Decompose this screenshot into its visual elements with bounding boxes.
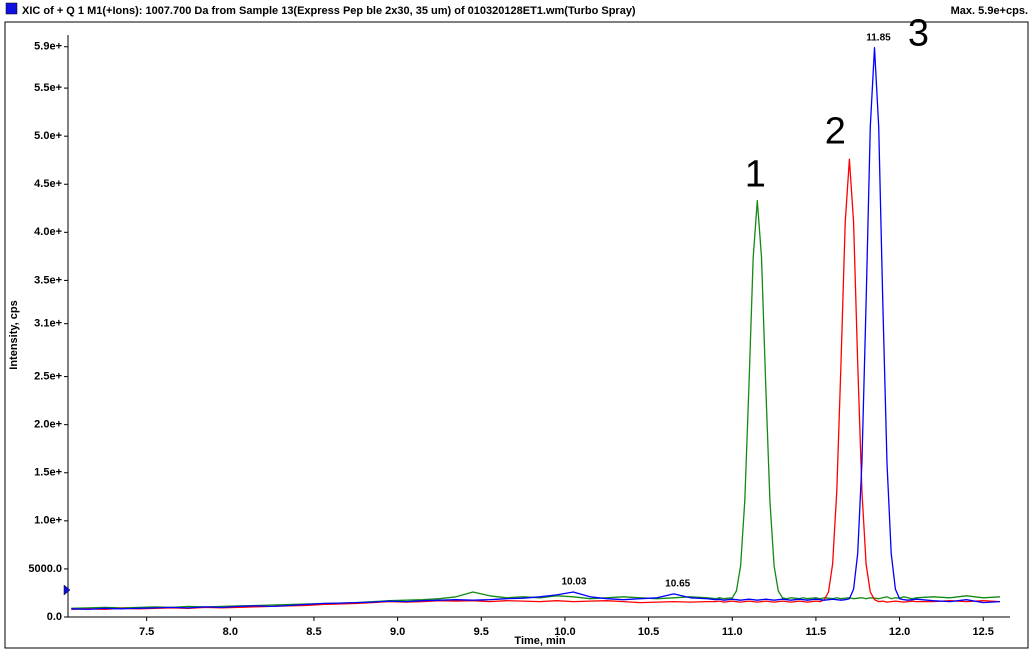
y-tick-label: 5000.0: [28, 563, 62, 575]
y-tick-label: 2.5e+: [34, 370, 62, 382]
peak-label: 11.85: [866, 32, 891, 43]
peak-number: 1: [745, 154, 766, 196]
peak-label: 10.65: [665, 579, 690, 590]
peak-number: 3: [908, 13, 929, 55]
series-line: [71, 199, 1001, 609]
y-tick-label: 1.5e+: [34, 467, 62, 479]
x-tick-label: 12.0: [889, 626, 910, 638]
x-tick-label: 7.5: [139, 626, 154, 638]
y-tick-label: 5.0e+: [34, 130, 62, 142]
chart-frame: [4, 21, 1029, 649]
y-tick-label: 3.1e+: [34, 318, 62, 330]
chart-title: XIC of + Q 1 M1(+Ions): 1007.700 Da from…: [22, 5, 636, 17]
x-axis-label: Time, min: [514, 635, 565, 647]
peak-label: 10.03: [561, 577, 586, 588]
y-axis-label: Intensity, cps: [8, 300, 20, 369]
y-tick-label: 5.5e+: [34, 82, 62, 94]
x-tick-label: 9.0: [390, 626, 405, 638]
series-line: [71, 47, 1001, 610]
peak-number: 2: [825, 110, 846, 152]
y-tick-label: 2.0e+: [34, 419, 62, 431]
y-tick-label: 1.0e+: [34, 515, 62, 527]
chart-subtitle: Max. 5.9e+cps.: [951, 5, 1028, 17]
series-line: [71, 158, 1001, 610]
y-tick-label: 0.0: [47, 611, 62, 623]
x-tick-label: 12.5: [973, 626, 994, 638]
x-tick-label: 8.5: [306, 626, 321, 638]
x-tick-label: 10.5: [638, 626, 659, 638]
x-tick-label: 10.0: [554, 626, 575, 638]
baseline-marker: [63, 584, 71, 596]
series-icon: [5, 2, 18, 15]
x-tick-label: 11.5: [806, 626, 827, 638]
x-tick-label: 8.0: [223, 626, 238, 638]
y-tick-label: 5.9e+: [34, 41, 62, 53]
y-tick-label: 3.5e+: [34, 274, 62, 286]
x-tick-label: 9.5: [474, 626, 489, 638]
x-tick-label: 11.0: [722, 626, 743, 638]
y-tick-label: 4.5e+: [34, 178, 62, 190]
y-tick-label: 4.0e+: [34, 226, 62, 238]
